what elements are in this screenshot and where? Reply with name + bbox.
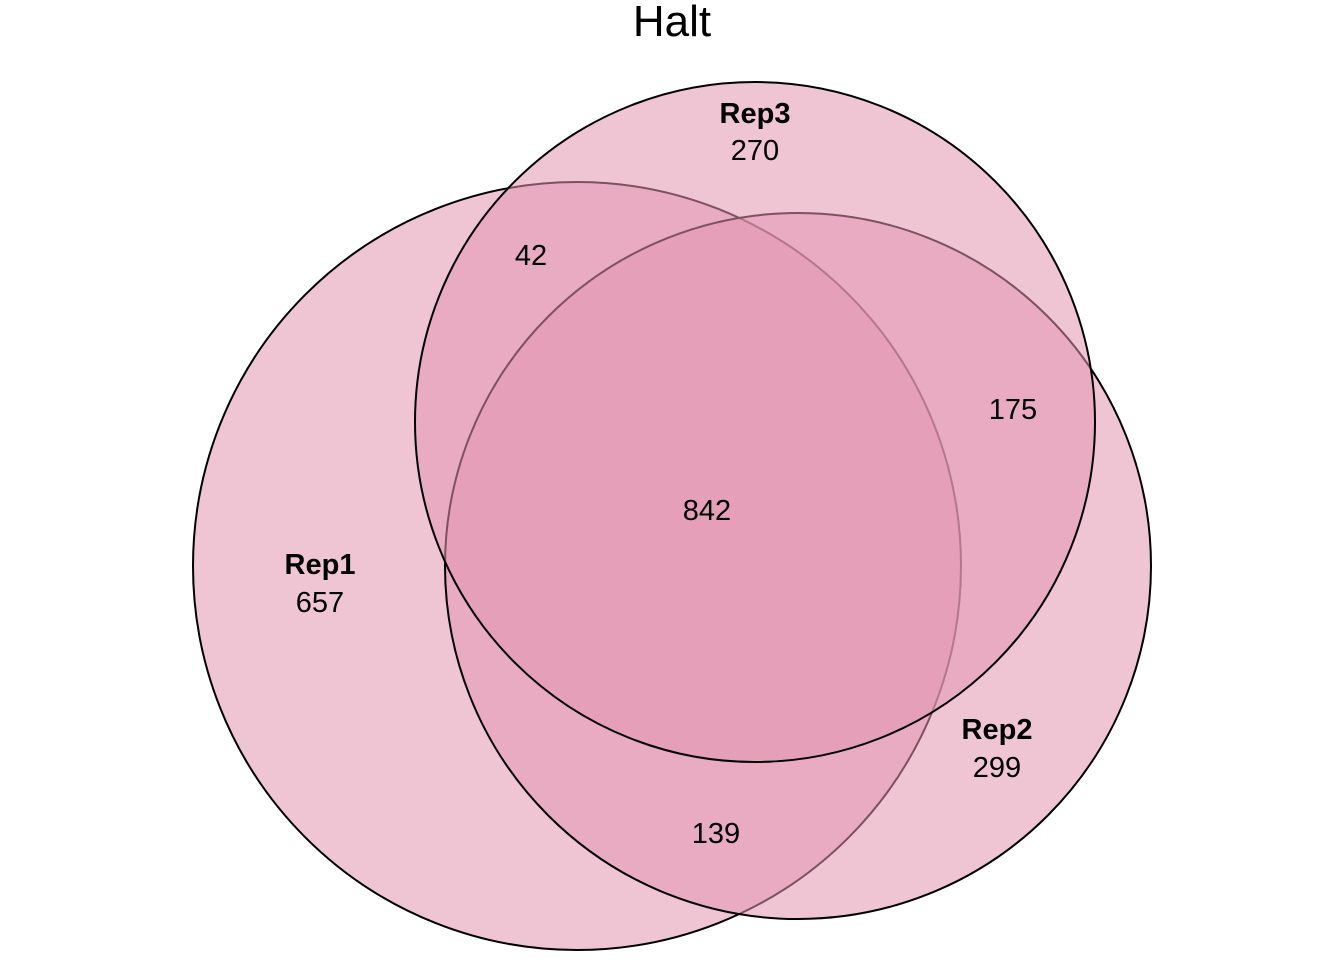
rep1-name: Rep1	[285, 549, 356, 581]
rep1-unique-count: 657	[296, 587, 344, 619]
rep2-name: Rep2	[962, 714, 1033, 746]
rep3-unique-count: 270	[731, 135, 779, 167]
rep1-rep2-count: 139	[692, 818, 740, 850]
venn-labels: Rep3 270 42 175 842 Rep1 657 Rep2 299 13…	[285, 98, 1038, 850]
rep2-unique-count: 299	[973, 752, 1021, 784]
rep2-rep3-count: 175	[989, 394, 1037, 426]
venn-circles	[192, 81, 1152, 951]
diagram-title: Halt	[633, 0, 711, 46]
rep1-rep3-count: 42	[515, 240, 547, 272]
all-three-count: 842	[683, 495, 731, 527]
rep3-name: Rep3	[720, 98, 791, 130]
rep3-circle	[414, 81, 1096, 763]
